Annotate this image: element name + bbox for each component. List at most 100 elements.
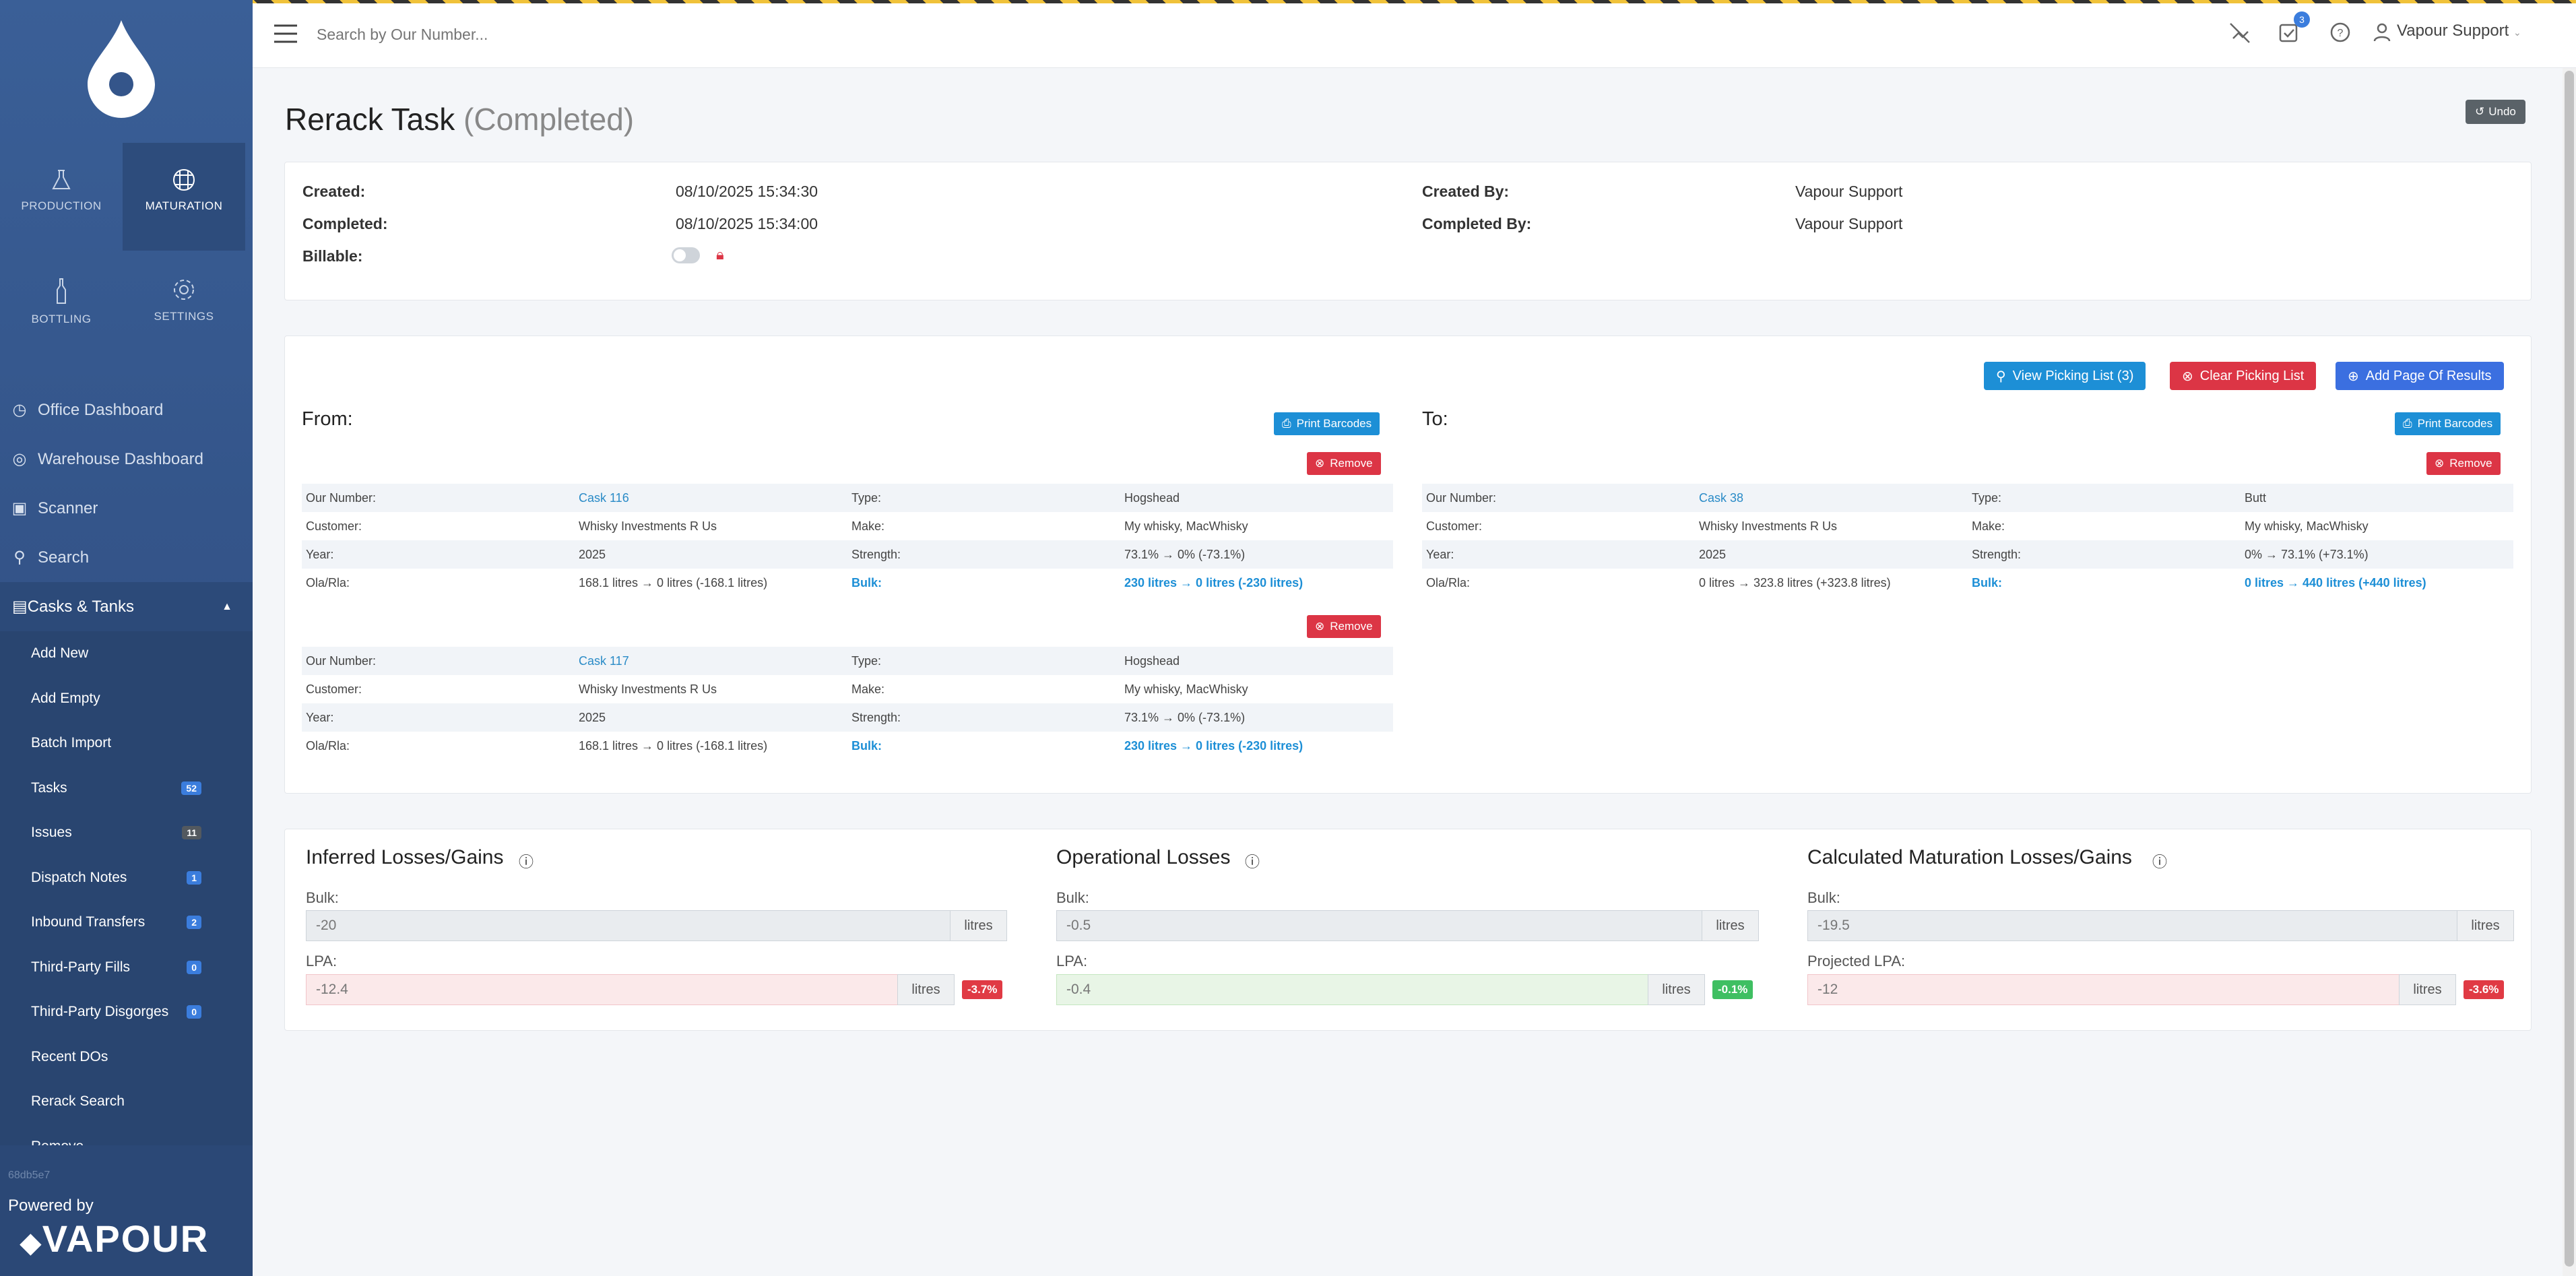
cell-value: My whisky, MacWhisky [1124, 682, 1248, 696]
sub-recent-dos[interactable]: Recent DOs [0, 1034, 253, 1079]
sub-add-new[interactable]: Add New [0, 631, 253, 676]
cask-link[interactable]: Cask 38 [1699, 490, 1744, 505]
remove-cask-38-button[interactable]: ⊗ Remove [2426, 452, 2501, 475]
lpa-percent-badge: -3.6% [2464, 980, 2505, 999]
powered-by-panel [0, 1145, 253, 1276]
lock-icon: 🔒︎ [716, 246, 724, 263]
hamburger-icon[interactable] [273, 22, 298, 45]
clear-picking-list-button[interactable]: ⊗ Clear Picking List [2170, 362, 2317, 390]
sub-add-empty[interactable]: Add Empty [0, 676, 253, 721]
cell-label: Strength: [851, 710, 901, 724]
count-badge: 11 [182, 826, 201, 840]
drop-small-icon: ◆ [20, 1228, 42, 1258]
remove-cask-117-button[interactable]: ⊗ Remove [1307, 615, 1381, 638]
build-hash: 68db5e7 [8, 1170, 51, 1181]
vapour-brand: ◆VAPOUR [20, 1217, 210, 1260]
lpa-percent-badge: -3.7% [962, 980, 1003, 999]
nav-scanner[interactable]: ▣ Scanner [11, 499, 98, 518]
sub-third-party-fills[interactable]: Third-Party Fills 0 [0, 945, 253, 990]
search-input[interactable] [317, 20, 1125, 49]
created-by-label: Created By: [1422, 183, 1510, 200]
nav-office-dashboard[interactable]: ◷ Office Dashboard [12, 400, 164, 420]
cell-value: My whisky, MacWhisky [1124, 519, 1248, 533]
sub-issues[interactable]: Issues 11 [0, 810, 253, 856]
sub-batch-import[interactable]: Batch Import [0, 721, 253, 766]
table-row: Customer: Whisky Investments R Us Make: My … [302, 512, 1393, 540]
count-badge: 52 [181, 781, 201, 795]
drop-logo-icon[interactable] [81, 17, 162, 118]
cell-label: Our Number: [306, 490, 377, 505]
help-icon[interactable]: ? [2329, 21, 2352, 44]
svg-text:?: ? [2338, 28, 2344, 39]
cask-link[interactable]: Cask 116 [579, 490, 629, 505]
status-text: (Completed) [463, 102, 635, 137]
cell-value: Hogshead [1124, 653, 1180, 668]
unit-addon: litres [950, 910, 1007, 941]
page-title: Rerack Task (Completed) [285, 102, 635, 137]
sync-off-icon[interactable] [2228, 21, 2252, 45]
undo-button[interactable]: ↺ Undo [2466, 100, 2525, 124]
count-badge: 0 [187, 1005, 201, 1019]
close-circle-icon: ⊗ [2182, 369, 2193, 384]
lpa-label: Projected LPA: [1807, 953, 1906, 969]
to-heading: To: [1422, 408, 1448, 430]
info-icon[interactable]: ⓘ [519, 854, 534, 870]
cell-value: Whisky Investments R Us [579, 519, 717, 533]
bulk-field[interactable]: -0.5 [1056, 910, 1703, 941]
bulk-label: Bulk: [306, 889, 339, 906]
unit-addon: litres [1648, 974, 1705, 1005]
sub-rerack-search[interactable]: Rerack Search [0, 1079, 253, 1124]
cask-table-117: Our Number: Cask 117 Type: Hogshead Custome… [302, 647, 1393, 760]
print-barcodes-to-button[interactable]: ⎙ Print Barcodes [2395, 412, 2501, 435]
lpa-field[interactable]: -0.4 [1056, 974, 1649, 1005]
module-bottling[interactable]: BOTTLING [0, 252, 123, 360]
scrollbar-thumb[interactable] [2565, 71, 2574, 1267]
cell-label: Ola/Rla: [1426, 575, 1471, 589]
sub-inbound-transfers[interactable]: Inbound Transfers 2 [0, 900, 253, 945]
flask-icon [52, 170, 71, 189]
tasks-check-icon[interactable] [2278, 21, 2300, 44]
module-production[interactable]: PRODUCTION [0, 143, 123, 251]
sub-dispatch-notes[interactable]: Dispatch Notes 1 [0, 855, 253, 900]
nav-casks-tanks[interactable]: ▤ Casks & Tanks ▲ [0, 582, 253, 631]
close-circle-icon: ⊗ [2435, 457, 2445, 470]
info-icon[interactable]: ⓘ [2152, 854, 2168, 870]
cell-value: 2025 [579, 547, 606, 561]
close-circle-icon: ⊗ [1315, 457, 1325, 470]
cell-label: Ola/Rla: [306, 738, 350, 753]
cell-value: 168.1 litres → 0 litres (-168.1 litres) [579, 575, 768, 589]
bulk-field[interactable]: -19.5 [1807, 910, 2458, 941]
cask-link[interactable]: Cask 117 [579, 653, 629, 668]
lpa-field[interactable]: -12 [1807, 974, 2400, 1005]
billable-toggle[interactable] [672, 247, 700, 263]
from-heading: From: [302, 408, 353, 430]
info-icon[interactable]: ⓘ [1245, 854, 1260, 870]
close-circle-icon: ⊗ [1315, 620, 1325, 633]
created-by-value: Vapour Support [1795, 183, 1903, 200]
chevron-up-icon: ▲ [222, 600, 232, 612]
remove-cask-116-button[interactable]: ⊗ Remove [1307, 452, 1381, 475]
undo-icon: ↺ [2475, 105, 2485, 118]
view-picking-list-button[interactable]: ⚲ View Picking List (3) [1984, 362, 2146, 390]
sub-tasks[interactable]: Tasks 52 [0, 765, 253, 810]
lpa-percent-badge: -0.1% [1712, 980, 1753, 999]
sub-third-party-disgorges[interactable]: Third-Party Disgorges 0 [0, 990, 253, 1035]
cell-label: Strength: [851, 547, 901, 561]
lpa-field[interactable]: -12.4 [306, 974, 899, 1005]
nav-search[interactable]: ⚲ Search [0, 533, 253, 582]
print-barcodes-from-button[interactable]: ⎙ Print Barcodes [1274, 412, 1380, 435]
module-maturation[interactable]: MATURATION [123, 143, 245, 251]
dashboard-icon: ◷ [12, 401, 27, 419]
nav-warehouse-dashboard[interactable]: ◎ Warehouse Dashboard [12, 449, 203, 469]
user-menu[interactable]: Vapour Support ⌄ [2397, 22, 2521, 40]
cell-value: 2025 [1699, 547, 1727, 561]
add-page-results-button[interactable]: ⊕ Add Page Of Results [2336, 362, 2504, 390]
created-label: Created: [302, 183, 366, 200]
cell-value: 0 litres → 440 litres (+440 litres) [2245, 575, 2426, 589]
cell-label: Customer: [1426, 519, 1483, 533]
module-settings[interactable]: SETTINGS [123, 252, 245, 360]
bulk-field[interactable]: -20 [306, 910, 951, 941]
cell-value: Hogshead [1124, 490, 1180, 505]
cell-label: Make: [851, 519, 885, 533]
dashboard-icon: ◎ [12, 450, 27, 468]
